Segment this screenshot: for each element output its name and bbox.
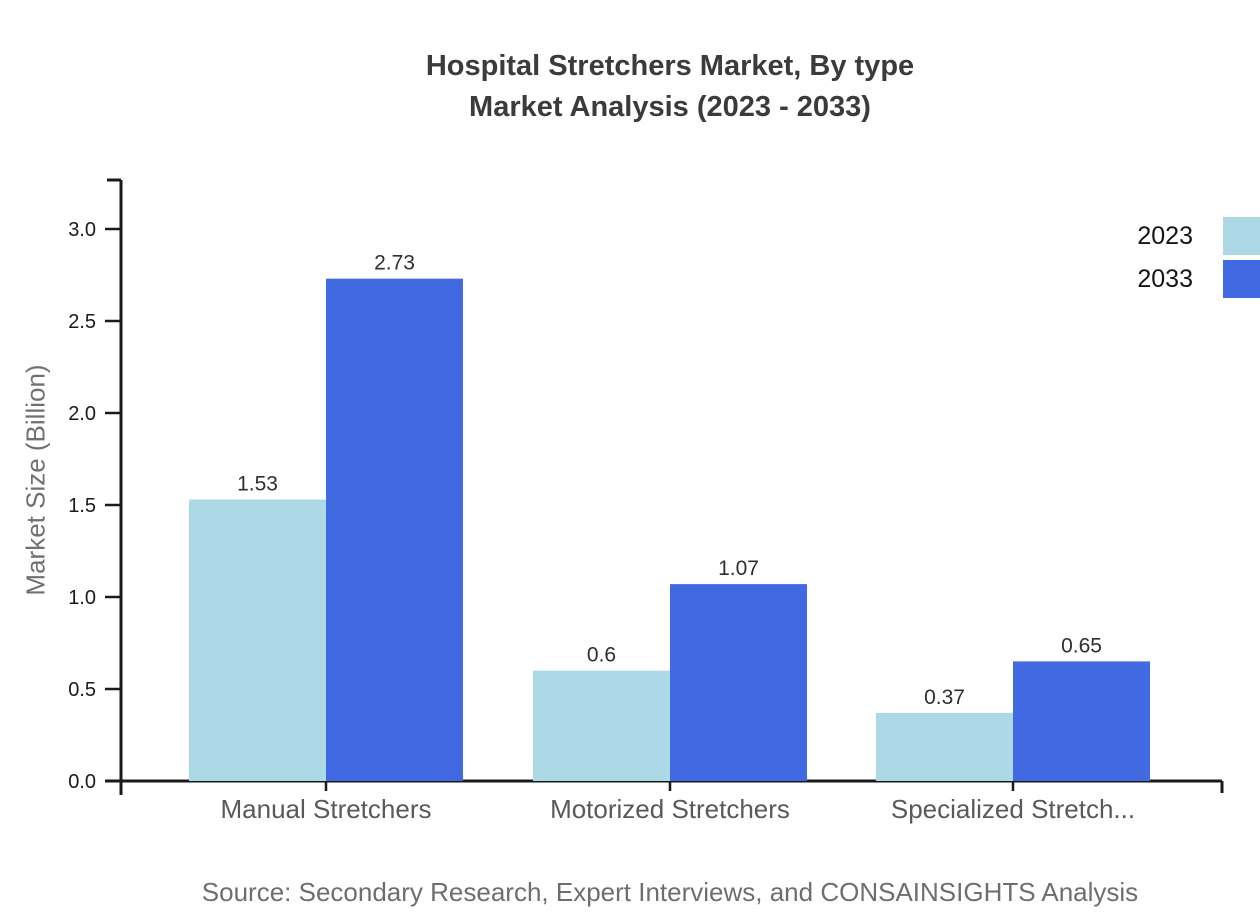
y-tick-label-0.0: 0.0 <box>68 771 96 793</box>
bar-2033-category-2 <box>1013 661 1150 781</box>
chart-title-line2: Market Analysis (2023 - 2033) <box>469 91 871 123</box>
category-label-1: Motorized Stretchers <box>550 794 790 824</box>
legend-swatch-2023 <box>1223 217 1260 255</box>
value-label-2023-category-2: 0.37 <box>924 686 965 709</box>
y-tick-label-2.0: 2.0 <box>68 403 96 425</box>
legend-label-2023: 2023 <box>1137 221 1193 250</box>
value-label-2033-category-0: 2.73 <box>374 252 415 275</box>
legend-item-2033: 2033 <box>1137 260 1260 298</box>
y-tick-label-3.0: 3.0 <box>68 219 96 241</box>
bar-2023-category-1 <box>533 670 670 781</box>
bar-2023-category-2 <box>876 712 1013 781</box>
source-note: Source: Secondary Research, Expert Inter… <box>201 877 1139 907</box>
legend: 2023 2033 <box>1137 217 1260 298</box>
bar-2033-category-0 <box>326 278 463 781</box>
y-tick-label-1.5: 1.5 <box>68 495 96 517</box>
value-label-2033-category-1: 1.07 <box>718 557 759 580</box>
bar-2023-category-0 <box>189 499 326 781</box>
legend-swatch-2033 <box>1223 260 1260 298</box>
value-label-2023-category-1: 0.6 <box>587 644 616 667</box>
value-label-2033-category-2: 0.65 <box>1061 634 1102 657</box>
chart-title-line1: Hospital Stretchers Market, By type <box>425 50 915 82</box>
legend-label-2033: 2033 <box>1137 264 1193 293</box>
chart-title: Hospital Stretchers Market, By type Mark… <box>80 46 1260 128</box>
bar-2033-category-1 <box>670 584 807 781</box>
y-tick-label-0.5: 0.5 <box>68 679 96 701</box>
category-label-2: Specialized Stretch... <box>891 794 1135 824</box>
y-tick-label-2.5: 2.5 <box>68 311 96 333</box>
value-label-2023-category-0: 1.53 <box>237 472 278 495</box>
legend-item-2023: 2023 <box>1137 217 1260 255</box>
category-label-0: Manual Stretchers <box>221 794 432 824</box>
y-tick-label-1.0: 1.0 <box>68 587 96 609</box>
